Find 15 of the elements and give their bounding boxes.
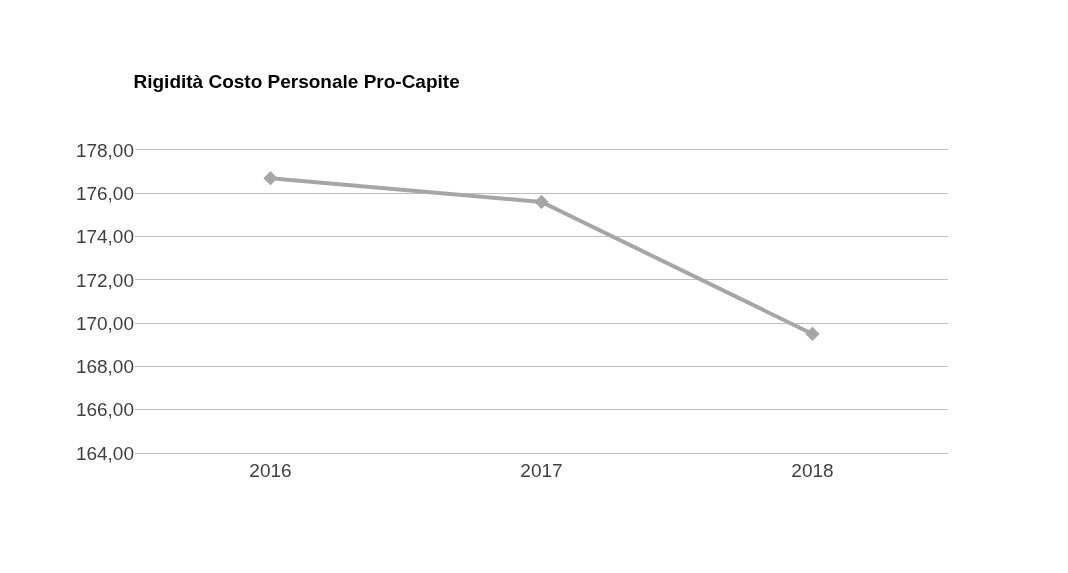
x-tick-label: 2017 <box>520 459 563 481</box>
y-tick-label: 166,00 <box>75 399 134 421</box>
y-tick-label: 172,00 <box>75 269 134 291</box>
y-tick-label: 174,00 <box>75 226 134 248</box>
y-tick-label: 178,00 <box>75 139 134 161</box>
y-tick-label: 170,00 <box>75 312 134 334</box>
chart-title: Rigidità Costo Personale Pro-Capite <box>133 70 460 92</box>
point <box>534 194 549 210</box>
y-tick-label: 176,00 <box>75 182 134 204</box>
point <box>263 170 278 186</box>
y-tick-label: 168,00 <box>75 356 134 378</box>
x-tick-label: 2018 <box>791 459 834 481</box>
point <box>805 326 820 342</box>
x-tick-label: 2016 <box>249 459 292 481</box>
y-tick-label: 164,00 <box>75 442 134 464</box>
